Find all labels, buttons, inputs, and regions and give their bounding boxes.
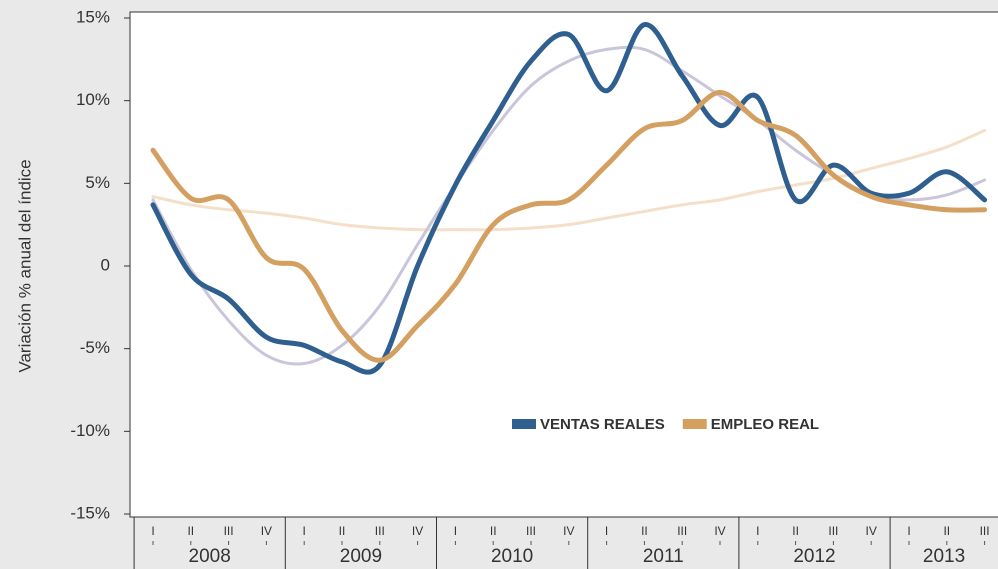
y-axis-label: Variación % anual del índice: [15, 159, 34, 372]
x-tick-label: III: [224, 524, 234, 538]
x-tick-label: IV: [261, 524, 272, 538]
y-tick-label: 15%: [76, 7, 110, 26]
x-tick-label: III: [526, 524, 536, 538]
x-tick-label: II: [943, 524, 950, 538]
x-tick-label: III: [677, 524, 687, 538]
y-tick-label: -10%: [70, 421, 110, 440]
x-tick-label: I: [454, 524, 457, 538]
x-tick-label: I: [605, 524, 608, 538]
legend-label: VENTAS REALES: [540, 416, 665, 433]
x-tick-label: II: [792, 524, 799, 538]
legend-swatch: [682, 419, 707, 429]
year-label: 2008: [189, 546, 231, 567]
series-line: [150, 22, 988, 375]
year-label: 2011: [643, 546, 684, 567]
year-label: 2012: [793, 546, 835, 567]
y-tick-label: -5%: [80, 338, 110, 357]
x-tick-label: I: [303, 524, 306, 538]
x-tick-label: II: [490, 524, 497, 538]
year-label: 2010: [491, 546, 533, 567]
year-label: 2013: [923, 546, 965, 567]
legend-label: EMPLEO REAL: [711, 416, 819, 433]
x-tick-label: I: [151, 524, 154, 538]
legend: VENTAS REALES EMPLEO REAL: [512, 416, 819, 433]
x-tick-label: II: [641, 524, 648, 538]
x-tick-label: III: [980, 524, 990, 538]
plot-area: [129, 11, 998, 518]
legend-swatch: [512, 419, 536, 429]
x-tick-label: IV: [563, 524, 574, 538]
x-tick-label: II: [339, 524, 346, 538]
trend-line: [151, 128, 987, 232]
x-tick-label: II: [187, 524, 194, 538]
x-tick-label: III: [828, 524, 838, 538]
x-tick-label: IV: [412, 524, 423, 538]
y-tick-label: 0: [101, 255, 110, 274]
year-label: 2009: [340, 546, 382, 567]
x-tick-label: III: [375, 524, 385, 538]
y-tick-label: -15%: [70, 503, 110, 522]
x-tick-label: IV: [866, 524, 877, 538]
x-tick-label: IV: [714, 524, 725, 538]
x-tick-label: I: [756, 524, 759, 538]
series-line: [150, 89, 988, 363]
x-tick-label: I: [907, 524, 910, 538]
y-tick-label: 10%: [76, 90, 110, 109]
y-tick-label: 5%: [85, 173, 110, 192]
